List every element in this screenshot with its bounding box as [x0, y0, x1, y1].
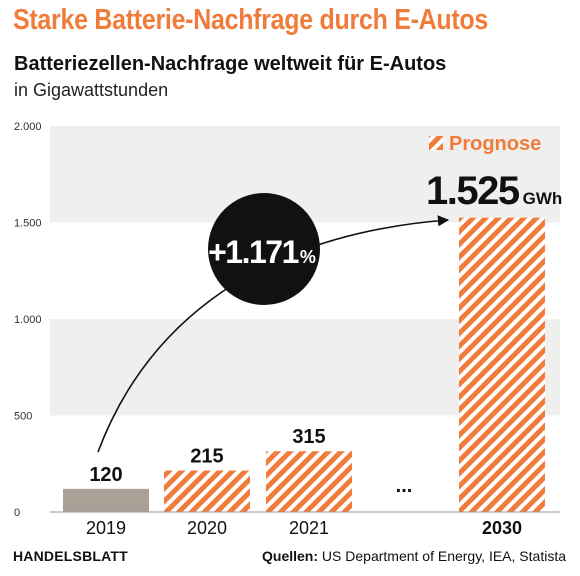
gap-marker: ...: [396, 475, 413, 497]
chart-subtitle: Batteriezellen-Nachfrage weltweit für E-…: [14, 53, 447, 75]
value-label-2020: 215: [190, 446, 223, 468]
x-tick-label-2020: 2020: [187, 518, 227, 538]
unit-label: in Gigawattstunden: [14, 80, 169, 100]
y-tick-label: 1.500: [14, 218, 42, 230]
legend-swatch: [429, 136, 443, 150]
value-label-2019: 120: [89, 464, 122, 486]
bar-2019: [63, 488, 149, 512]
x-tick-label-2021: 2021: [289, 518, 329, 538]
growth-badge-label: +1.171%: [208, 234, 316, 270]
annotations: Prognose 1.525 GWh +1.171%: [97, 133, 562, 453]
growth-badge: [208, 193, 320, 305]
bar-2030: [459, 217, 545, 513]
x-tick-label-2030: 2030: [482, 518, 522, 538]
bars: 120 215 315: [63, 217, 545, 513]
y-tick-label: 1.000: [14, 314, 42, 326]
y-axis: 0 500 1.000 1.500 2.000: [14, 121, 42, 519]
highlight-value: 1.525 GWh: [426, 169, 562, 213]
x-axis: 2019 2020 2021 2030...: [50, 475, 560, 538]
source-text: US Department of Energy, IEA, Statista: [321, 548, 566, 564]
source-label: Quellen:: [262, 548, 319, 564]
source-note: Quellen: US Department of Energy, IEA, S…: [262, 548, 566, 564]
growth-arrow: [97, 215, 450, 453]
value-label-2021: 315: [292, 426, 325, 448]
headline: Starke Batterie-Nachfrage durch E-Autos: [13, 4, 489, 36]
y-tick-label: 0: [14, 507, 20, 519]
legend-label: Prognose: [449, 133, 541, 155]
bar-2020: [164, 470, 250, 512]
brand-logo: HANDELSBLATT: [13, 548, 128, 564]
grid-band: [50, 126, 560, 223]
y-tick-label: 500: [14, 411, 32, 423]
y-tick-label: 2.000: [14, 121, 42, 133]
bar-2021: [266, 451, 352, 512]
x-tick-label-2019: 2019: [86, 518, 126, 538]
